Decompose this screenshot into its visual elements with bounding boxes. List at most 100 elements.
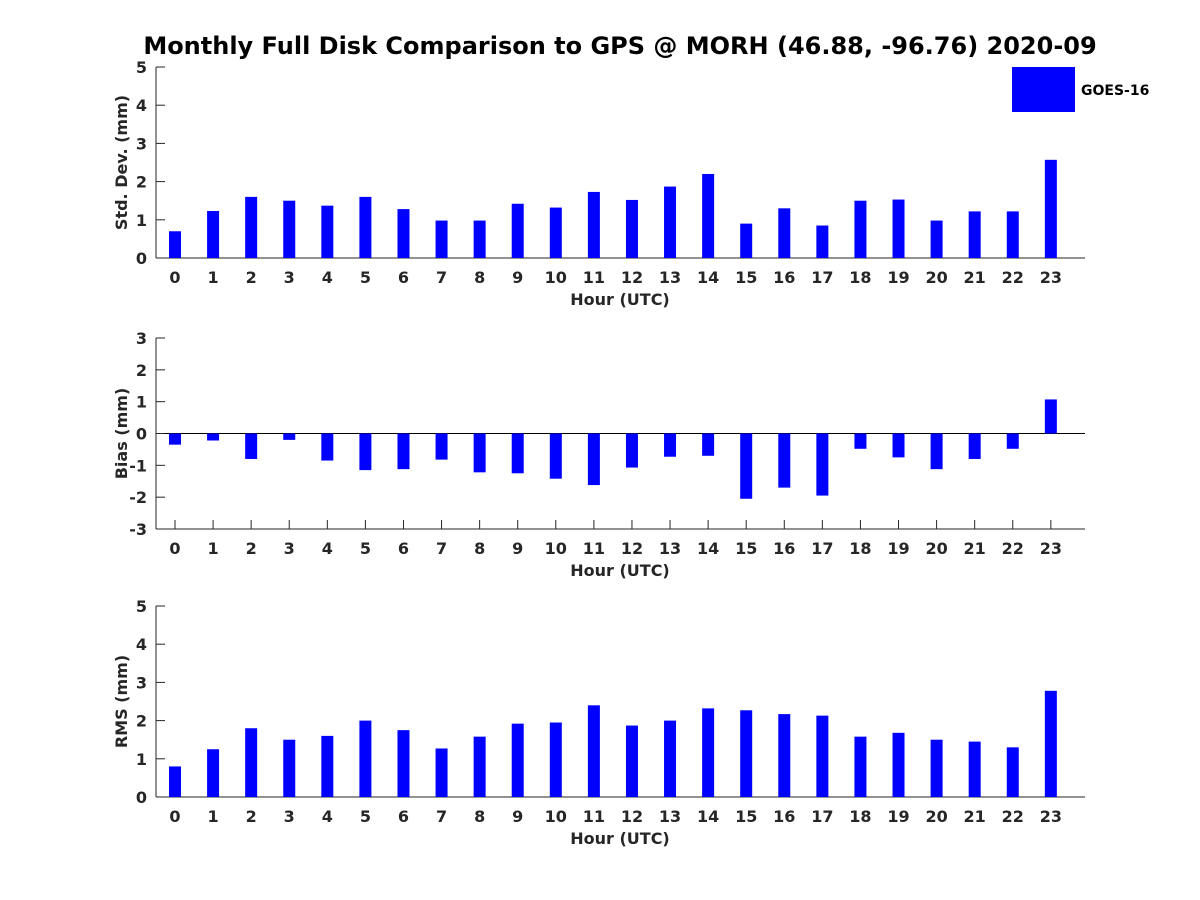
x-tick-label: 16 [773, 539, 795, 558]
bar-hour-14 [702, 173, 715, 258]
x-tick-label: 4 [322, 539, 333, 558]
x-tick-label: 18 [849, 807, 871, 826]
x-tick-label: 1 [208, 807, 219, 826]
x-tick-label: 15 [735, 539, 757, 558]
x-tick-label: 14 [697, 268, 719, 287]
x-tick-label: 11 [583, 268, 605, 287]
bar-hour-7 [435, 220, 448, 258]
bar-hour-18 [854, 433, 867, 449]
y-tick-label: 2 [136, 173, 147, 192]
y-tick-label: 3 [136, 329, 147, 348]
bar-hour-9 [511, 433, 524, 474]
x-tick-label: 8 [474, 268, 485, 287]
bar-hour-17 [816, 715, 829, 797]
bar-hour-11 [587, 705, 600, 797]
bar-hour-5 [359, 196, 372, 258]
bar-hour-2 [245, 728, 258, 797]
x-tick-label: 16 [773, 807, 795, 826]
y-tick-label: 5 [136, 58, 147, 77]
bar-hour-2 [245, 433, 258, 459]
legend-swatch [1012, 67, 1075, 112]
x-tick-label: 0 [169, 539, 180, 558]
bar-hour-5 [359, 433, 372, 471]
x-tick-label: 21 [964, 807, 986, 826]
bar-hour-16 [778, 714, 791, 797]
x-tick-label: 21 [964, 539, 986, 558]
bar-hour-3 [283, 200, 296, 258]
bar-hour-11 [587, 433, 600, 486]
x-tick-label: 8 [474, 807, 485, 826]
y-tick-label: 1 [136, 211, 147, 230]
x-tick-label: 3 [284, 807, 295, 826]
x-tick-label: 16 [773, 268, 795, 287]
x-tick-label: 9 [512, 268, 523, 287]
y-tick-label: 4 [136, 635, 147, 654]
y-tick-label: 1 [136, 750, 147, 769]
x-tick-label: 21 [964, 268, 986, 287]
bar-hour-18 [854, 200, 867, 258]
x-tick-label: 7 [436, 807, 447, 826]
bar-hour-15 [740, 433, 753, 499]
x-tick-label: 11 [583, 807, 605, 826]
x-tick-label: 17 [811, 268, 833, 287]
x-tick-label: 9 [512, 807, 523, 826]
bar-hour-7 [435, 748, 448, 797]
y-tick-label: 3 [136, 673, 147, 692]
x-tick-label: 20 [925, 268, 947, 287]
bar-hour-5 [359, 720, 372, 797]
x-tick-label: 22 [1002, 268, 1024, 287]
x-tick-label: 7 [436, 268, 447, 287]
bar-hour-9 [511, 203, 524, 258]
y-tick-label: 3 [136, 134, 147, 153]
x-tick-label: 10 [545, 268, 567, 287]
x-tick-label: 12 [621, 268, 643, 287]
bar-hour-0 [169, 433, 181, 445]
bar-hour-8 [473, 736, 486, 797]
x-tick-label: 18 [849, 539, 871, 558]
y-tick-label: 1 [136, 393, 147, 412]
x-tick-label: 14 [697, 539, 719, 558]
x-tick-label: 14 [697, 807, 719, 826]
bar-hour-1 [207, 433, 220, 441]
x-tick-label: 6 [398, 807, 409, 826]
bar-hour-13 [664, 433, 677, 457]
y-tick-label: 2 [136, 361, 147, 380]
x-axis-label: Hour (UTC) [570, 290, 670, 309]
x-tick-label: 13 [659, 807, 681, 826]
bar-hour-3 [283, 433, 296, 440]
x-axis-label: Hour (UTC) [570, 829, 670, 848]
bar-hour-18 [854, 736, 867, 797]
bar-hour-4 [321, 433, 334, 461]
bar-hour-16 [778, 208, 791, 258]
bar-hour-19 [892, 433, 905, 458]
bar-hour-10 [549, 433, 562, 479]
x-tick-label: 11 [583, 539, 605, 558]
x-tick-label: 18 [849, 268, 871, 287]
y-axis-label: Std. Dev. (mm) [112, 95, 131, 230]
x-tick-label: 23 [1040, 807, 1062, 826]
bar-hour-4 [321, 735, 334, 797]
x-tick-label: 5 [360, 268, 371, 287]
x-tick-label: 0 [169, 268, 180, 287]
bar-hour-21 [968, 433, 981, 459]
x-tick-label: 23 [1040, 268, 1062, 287]
bar-hour-12 [625, 433, 638, 468]
bar-hour-13 [664, 186, 677, 258]
x-tick-label: 13 [659, 539, 681, 558]
bar-hour-14 [702, 433, 715, 456]
bar-hour-20 [930, 433, 943, 470]
x-tick-label: 4 [322, 268, 333, 287]
x-tick-label: 7 [436, 539, 447, 558]
x-tick-label: 5 [360, 539, 371, 558]
bar-hour-17 [816, 225, 829, 258]
bar-hour-16 [778, 433, 791, 488]
x-tick-label: 19 [887, 807, 909, 826]
bar-hour-8 [473, 433, 486, 473]
x-tick-label: 19 [887, 539, 909, 558]
x-tick-label: 3 [284, 268, 295, 287]
x-tick-label: 2 [246, 268, 257, 287]
x-axis-label: Hour (UTC) [570, 561, 670, 580]
x-tick-label: 2 [246, 807, 257, 826]
y-tick-label: 4 [136, 96, 147, 115]
